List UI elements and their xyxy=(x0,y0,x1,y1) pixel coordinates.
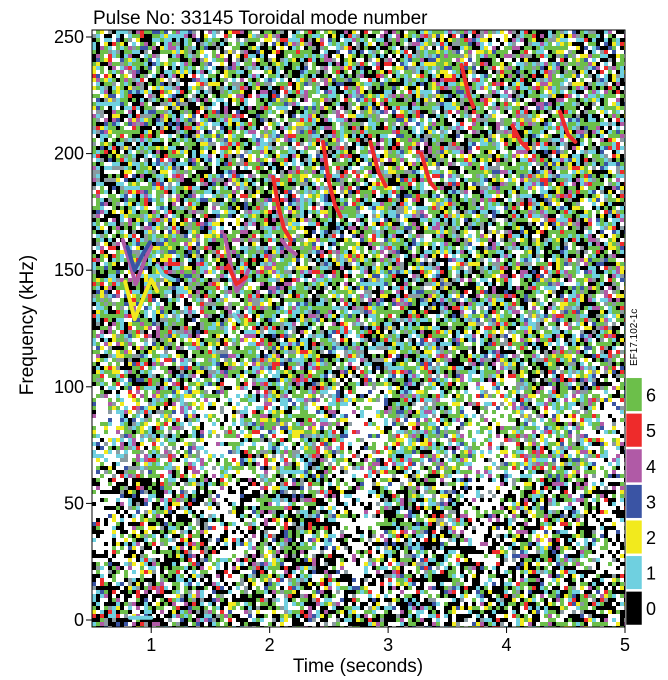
y-axis-label: Frequency (kHz) xyxy=(17,255,38,395)
colorbar-label: 0 xyxy=(646,599,656,619)
spectrogram-noise xyxy=(92,30,628,630)
y-tick-label: 200 xyxy=(54,144,84,164)
colorbar-swatch-0 xyxy=(626,591,642,625)
colorbar-label: 4 xyxy=(646,457,656,477)
x-tick-label: 5 xyxy=(620,635,630,655)
y-tick-label: 50 xyxy=(64,493,84,513)
y-tick-label: 0 xyxy=(74,610,84,630)
colorbar-swatch-6 xyxy=(626,378,642,412)
mode-number-colorbar: 0 1 2 3 4 5 6 xyxy=(626,378,656,625)
x-tick-label: 1 xyxy=(146,635,156,655)
colorbar-label: 3 xyxy=(646,492,656,512)
colorbar-label: 5 xyxy=(646,421,656,441)
y-tick-label: 150 xyxy=(54,260,84,280)
y-tick-label: 100 xyxy=(54,377,84,397)
colorbar-label: 1 xyxy=(646,564,656,584)
y-tick-label: 250 xyxy=(54,27,84,47)
x-axis-label: Time (seconds) xyxy=(293,656,423,677)
colorbar-swatch-3 xyxy=(626,485,642,519)
colorbar-swatch-5 xyxy=(626,413,642,447)
colorbar-label: 2 xyxy=(646,528,656,548)
x-tick-label: 3 xyxy=(383,635,393,655)
y-axis: 0 50 100 150 200 250 xyxy=(54,27,92,630)
colorbar-swatch-2 xyxy=(626,520,642,554)
colorbar-label: 6 xyxy=(646,386,656,406)
chart-title: Pulse No: 33145 Toroidal mode number xyxy=(93,8,428,29)
x-tick-label: 2 xyxy=(265,635,275,655)
x-tick-label: 4 xyxy=(502,635,512,655)
colorbar-swatch-1 xyxy=(626,556,642,590)
x-axis: 1 2 3 4 5 xyxy=(146,627,630,655)
colorbar-swatch-4 xyxy=(626,449,642,483)
figure-tag: EF17.102-1c xyxy=(629,309,640,366)
